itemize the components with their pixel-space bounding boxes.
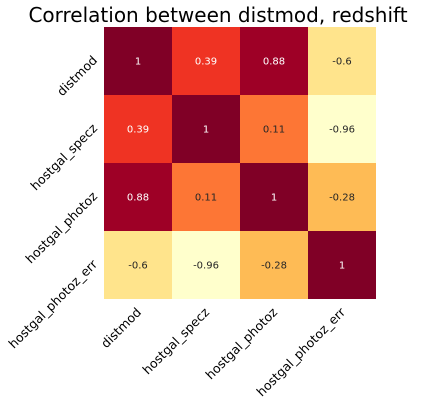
cell-value-label-r0-c1: 0.39 <box>195 57 217 68</box>
heatmap-cell-r1-c1 <box>172 95 240 163</box>
heatmap-cell-r1-c0 <box>104 95 172 163</box>
y-tick-label-1: hostgal_specz <box>27 120 100 193</box>
y-tick-label-2: hostgal_photoz <box>22 188 100 266</box>
cell-value-label-r1-c0: 0.39 <box>127 125 149 136</box>
cell-value-label-r1-c1: 1 <box>203 125 209 136</box>
heatmap-cell-r0-c3 <box>308 27 376 95</box>
heatmap-cell-r3-c0 <box>104 231 172 299</box>
cell-value-label-r2-c0: 0.88 <box>127 193 149 204</box>
cell-value-label-r1-c3: -0.96 <box>329 125 355 136</box>
cell-value-label-r0-c2: 0.88 <box>263 57 285 68</box>
heatmap-cell-r3-c1 <box>172 231 240 299</box>
cell-value-label-r3-c0: -0.6 <box>128 261 148 272</box>
heatmap-cell-r3-c3 <box>308 231 376 299</box>
cell-value-label-r1-c2: 0.11 <box>263 125 285 136</box>
heatmap-cell-r0-c0 <box>104 27 172 95</box>
heatmap-cell-r2-c3 <box>308 163 376 231</box>
y-tick-label-3: hostgal_photoz_err <box>5 256 100 351</box>
cell-value-label-r0-c3: -0.6 <box>332 57 352 68</box>
cell-value-label-r3-c3: 1 <box>339 261 345 272</box>
heatmap-cell-r0-c2 <box>240 27 308 95</box>
x-tick-labels: distmodhostgal_speczhostgal_photozhostga… <box>98 304 349 399</box>
y-tick-labels: distmod hostgal_speczhostgal_photozhostga… <box>5 53 100 352</box>
cell-value-label-r2-c3: -0.28 <box>329 193 355 204</box>
heatmap-cell-r2-c0 <box>104 163 172 231</box>
cell-value-label-r3-c1: -0.96 <box>193 261 219 272</box>
heatmap-cell-r0-c1 <box>172 27 240 95</box>
x-tick-label-2: hostgal_photoz <box>202 304 280 382</box>
x-tick-label-0: distmod <box>98 305 144 351</box>
heatmap-cell-r3-c2 <box>240 231 308 299</box>
heatmap-cell-r2-c2 <box>240 163 308 231</box>
cell-value-label-r3-c2: -0.28 <box>261 261 287 272</box>
chart-title: Correlation between distmod, redshift <box>28 3 407 27</box>
heatmap-cell-r2-c1 <box>172 163 240 231</box>
cell-value-label-r2-c2: 1 <box>271 193 277 204</box>
y-tick-label-0: distmod <box>54 53 100 99</box>
x-tick-label-1: hostgal_specz <box>139 304 212 377</box>
heatmap-cells: 1 0.39 0.88 -0.6 0.39 1 0.11 -0.96 0.88 0.11 1 -0.2… <box>104 27 376 299</box>
heatmap-cell-r1-c2 <box>240 95 308 163</box>
cell-value-label-r2-c1: 0.11 <box>195 193 217 204</box>
cell-value-label-r0-c0: 1 <box>135 57 141 68</box>
heatmap-cell-r1-c3 <box>308 95 376 163</box>
